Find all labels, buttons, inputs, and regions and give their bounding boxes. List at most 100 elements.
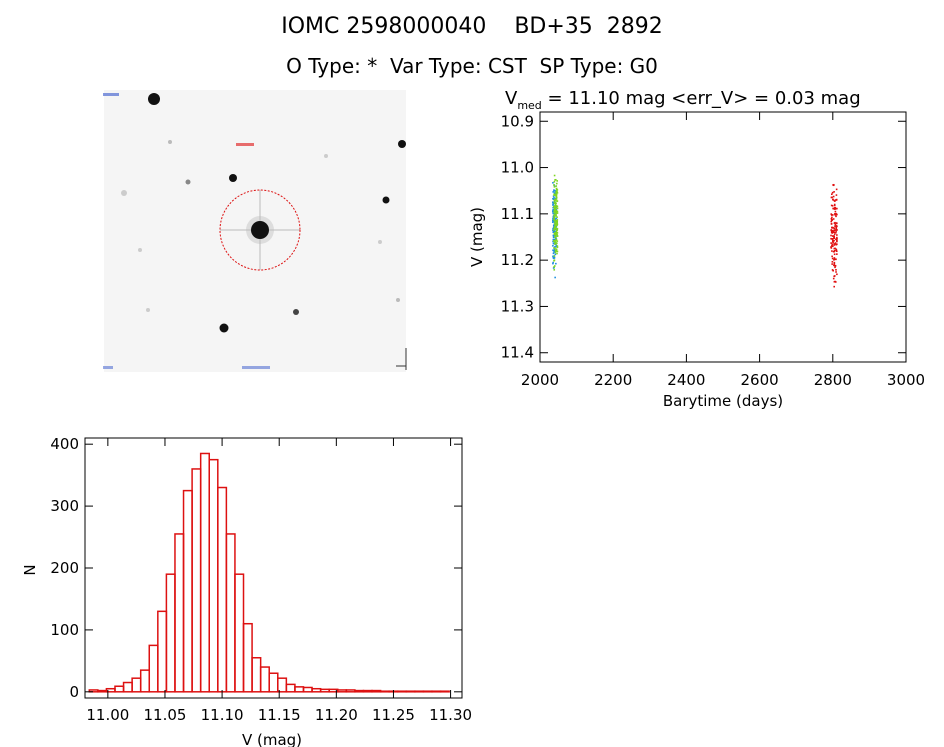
data-point (556, 200, 559, 202)
data-point (836, 234, 838, 236)
data-point (833, 191, 835, 193)
data-point (832, 207, 834, 210)
y-tick-label: 11.4 (501, 344, 534, 362)
data-point (552, 212, 554, 215)
data-point (831, 214, 834, 216)
star (148, 93, 160, 105)
data-point (834, 264, 837, 267)
data-point (554, 204, 557, 206)
data-point (830, 229, 833, 231)
chart-title-line2: O Type: * Var Type: CST SP Type: G0 (286, 54, 658, 78)
data-point (556, 231, 559, 234)
lightcurve-frame (539, 111, 907, 363)
data-point (554, 205, 557, 207)
data-point (831, 243, 834, 245)
data-point (552, 211, 554, 213)
data-point (553, 219, 556, 222)
data-point (833, 203, 836, 206)
data-point (830, 242, 832, 244)
data-point (552, 202, 554, 205)
data-point (555, 189, 558, 191)
histogram-bar (362, 689, 373, 693)
target-star (219, 189, 301, 271)
finder-image (103, 90, 407, 372)
x-tick-label: 11.15 (258, 706, 301, 724)
histogram-bar (302, 686, 313, 693)
histogram-bar (251, 657, 262, 693)
data-point (836, 222, 838, 225)
data-point (552, 244, 554, 247)
histogram-bar (174, 533, 185, 693)
finder-stars (121, 93, 406, 333)
data-point (555, 233, 558, 236)
data-point (554, 251, 557, 254)
data-point (832, 241, 834, 244)
data-point (553, 227, 556, 229)
data-point (553, 196, 555, 199)
y-tick-label: 11.2 (501, 251, 534, 269)
data-point (833, 243, 835, 245)
data-point (835, 249, 838, 251)
data-point (832, 269, 834, 272)
data-point (556, 212, 559, 214)
histogram-bar (259, 666, 270, 693)
data-point (835, 243, 838, 245)
data-point (553, 269, 556, 271)
data-point (830, 196, 833, 199)
data-point (555, 245, 558, 248)
data-point (555, 205, 558, 207)
data-point (552, 229, 554, 232)
data-point (834, 206, 837, 209)
histogram-bar (199, 452, 210, 693)
data-point (554, 226, 556, 229)
data-point (553, 212, 556, 214)
data-point (833, 261, 836, 264)
data-point (834, 223, 837, 226)
data-point (552, 224, 555, 227)
data-point (831, 226, 833, 229)
data-point (552, 238, 555, 241)
data-point (555, 182, 558, 185)
data-point (553, 180, 556, 183)
data-point (830, 213, 833, 215)
data-point (833, 239, 835, 242)
data-point (553, 232, 556, 234)
data-point (835, 215, 837, 218)
data-point (556, 240, 559, 242)
histogram-bar (319, 688, 330, 693)
data-point (555, 232, 558, 234)
x-tick-label: 2600 (741, 371, 779, 389)
histogram-bar (182, 489, 193, 693)
data-point (830, 204, 833, 207)
data-point (832, 245, 834, 248)
data-point (830, 214, 833, 216)
histogram-bar (294, 686, 305, 693)
data-point (832, 239, 834, 242)
histogram-bar (285, 683, 296, 693)
data-point (835, 271, 837, 273)
star (324, 154, 328, 158)
data-point (555, 194, 557, 197)
star (219, 323, 229, 333)
data-point (556, 222, 558, 225)
histogram-bar (139, 669, 151, 693)
data-point (834, 247, 836, 250)
data-point (833, 229, 835, 232)
data-point (831, 269, 834, 271)
data-point (830, 247, 833, 249)
data-point (834, 208, 837, 210)
star (121, 190, 127, 196)
histogram-bar (405, 690, 416, 693)
histogram-bar (277, 677, 288, 693)
data-point (554, 199, 557, 201)
data-point (832, 231, 835, 233)
data-point (556, 246, 559, 248)
data-point (832, 195, 835, 198)
data-point (833, 208, 836, 210)
data-point (553, 186, 556, 188)
data-point (556, 192, 559, 194)
data-point (835, 212, 837, 215)
histogram-bar (191, 468, 202, 693)
finder-bottom-mark (242, 366, 270, 369)
data-point (830, 231, 833, 234)
